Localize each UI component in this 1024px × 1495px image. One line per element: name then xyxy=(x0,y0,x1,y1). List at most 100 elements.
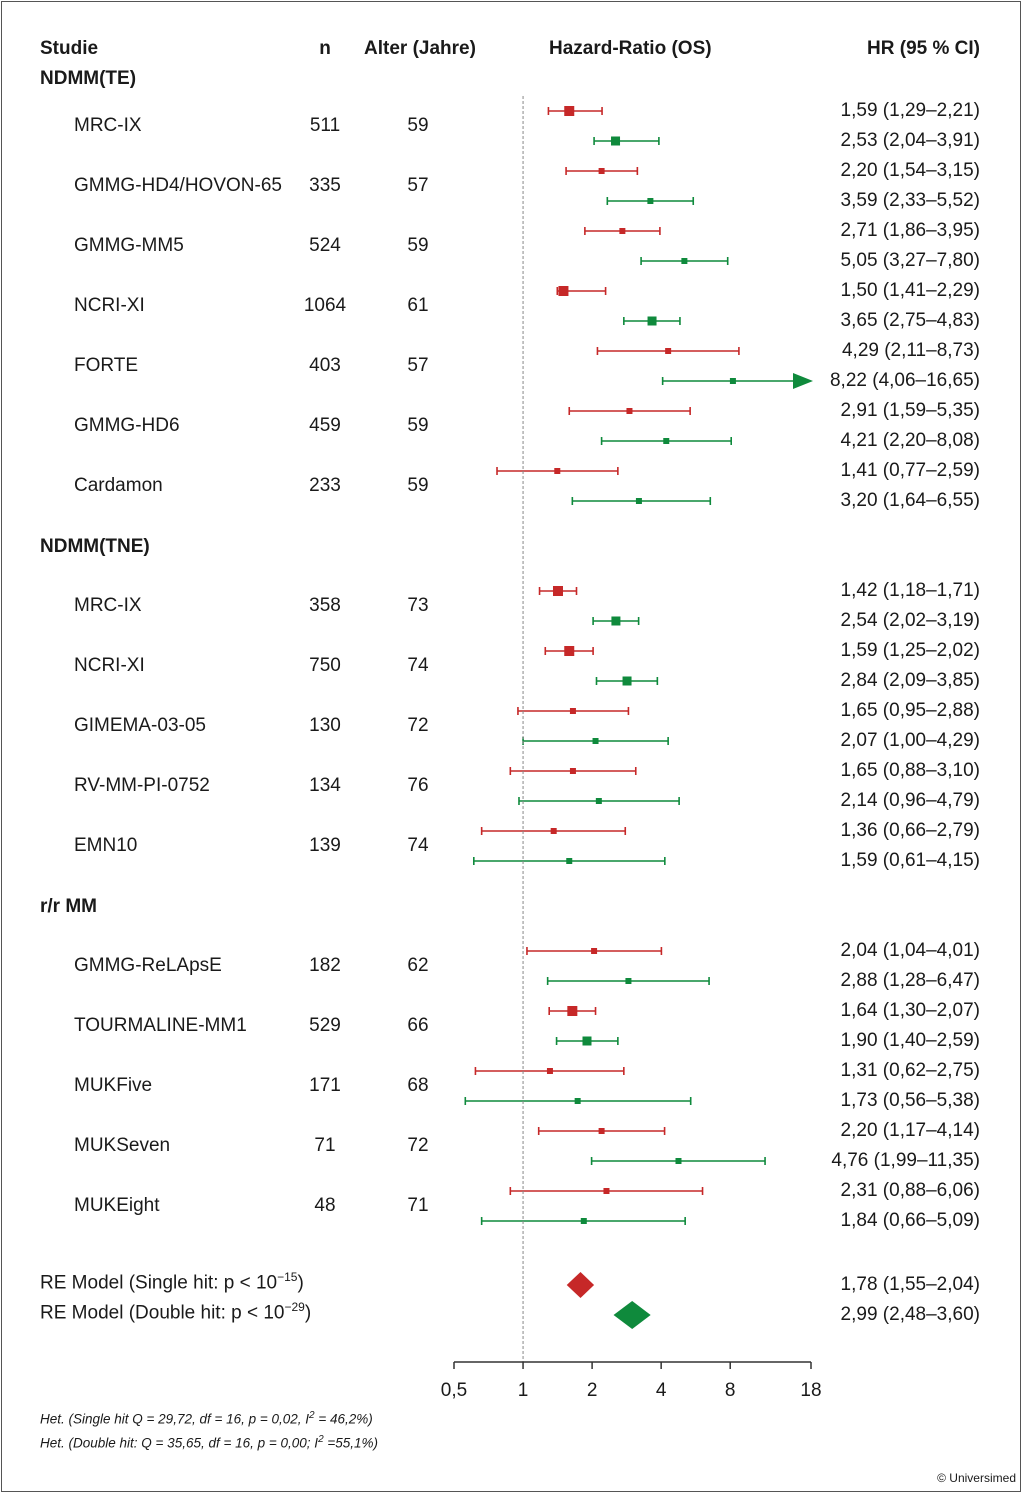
study-0-3-single-hr-text: 1,50 (1,41–2,29) xyxy=(840,280,980,301)
study-0-6-single-hr-text: 1,41 (0,77–2,59) xyxy=(840,460,980,481)
study-1-1-single-point xyxy=(564,646,575,656)
study-1-1-n: 750 xyxy=(309,655,341,676)
study-1-2-name: GIMEMA-03-05 xyxy=(74,715,206,736)
study-0-1-n: 335 xyxy=(309,175,341,196)
study-0-6-name: Cardamon xyxy=(74,475,163,496)
study-1-4-name: EMN10 xyxy=(74,835,138,856)
study-0-1-single-point xyxy=(598,168,605,174)
study-0-0-name: MRC-IX xyxy=(74,115,142,136)
study-2-4-single-hr-text: 2,31 (0,88–6,06) xyxy=(840,1180,980,1201)
study-2-3-single-hr-text: 2,20 (1,17–4,14) xyxy=(840,1120,980,1141)
study-2-1-single-hr-text: 1,64 (1,30–2,07) xyxy=(840,1000,980,1021)
study-1-4-n: 139 xyxy=(309,835,341,856)
study-0-4-single-hr-text: 4,29 (2,11–8,73) xyxy=(841,340,980,361)
section-label-2: r/r MM xyxy=(40,896,97,917)
study-2-4-age: 71 xyxy=(407,1195,429,1216)
study-0-2-double-hr-text: 5,05 (3,27–7,80) xyxy=(840,250,980,271)
study-1-2-single-hr-text: 1,65 (0,95–2,88) xyxy=(840,700,980,721)
copyright: © Universimed xyxy=(937,1471,1016,1485)
study-0-5-n: 459 xyxy=(309,415,341,436)
study-0-4-double-ci-arrow xyxy=(793,373,813,389)
section-label-1: NDMM(TNE) xyxy=(40,536,150,557)
study-2-0-single-hr-text: 2,04 (1,04–4,01) xyxy=(840,940,980,961)
study-0-3-n: 1064 xyxy=(303,295,347,316)
study-0-1-single-hr-text: 2,20 (1,54–3,15) xyxy=(840,160,980,181)
study-0-0-double-hr-text: 2,53 (2,04–3,91) xyxy=(840,130,980,151)
study-1-1-double-hr-text: 2,84 (2,09–3,85) xyxy=(840,670,980,691)
study-2-1-double-hr-text: 1,90 (1,40–2,59) xyxy=(840,1030,980,1051)
study-2-3-single-point xyxy=(598,1128,605,1134)
study-0-0-double-point xyxy=(611,136,621,146)
study-2-3-n: 71 xyxy=(314,1135,336,1156)
study-1-3-single-hr-text: 1,65 (0,88–3,10) xyxy=(840,760,980,781)
re-model-label-0: RE Model (Single hit: p < 10−15) xyxy=(40,1270,304,1294)
study-0-4-double-hr-text: 8,22 (4,06–16,65) xyxy=(829,370,980,391)
x-axis-tick-label: 0,5 xyxy=(441,1380,467,1401)
study-2-2-n: 171 xyxy=(309,1075,341,1096)
x-axis-tick-label: 4 xyxy=(656,1380,667,1401)
study-2-3-name: MUKSeven xyxy=(74,1135,171,1156)
study-0-5-double-point xyxy=(663,438,670,444)
study-1-3-name: RV-MM-PI-0752 xyxy=(74,775,210,796)
x-axis-tick-label: 8 xyxy=(725,1380,736,1401)
heterogeneity-double: Het. (Double hit: Q = 35,65, df = 16, p … xyxy=(40,1434,379,1451)
re-model-hr-0: 1,78 (1,55–2,04) xyxy=(840,1274,980,1295)
study-0-2-age: 59 xyxy=(407,235,429,256)
study-1-1-double-point xyxy=(622,676,632,686)
re-model-diamond-0 xyxy=(566,1272,595,1298)
heterogeneity-single: Het. (Single hit Q = 29,72, df = 16, p =… xyxy=(40,1410,373,1427)
study-0-5-name: GMMG-HD6 xyxy=(74,415,180,436)
study-1-0-single-point xyxy=(552,586,563,596)
study-2-0-double-point xyxy=(625,978,632,984)
study-1-0-n: 358 xyxy=(309,595,341,616)
study-0-4-age: 57 xyxy=(407,355,429,376)
study-0-5-single-hr-text: 2,91 (1,59–5,35) xyxy=(840,400,980,421)
study-1-2-age: 72 xyxy=(407,715,429,736)
study-0-0-single-point xyxy=(564,106,575,116)
study-1-1-name: NCRI-XI xyxy=(74,655,145,676)
study-1-3-n: 134 xyxy=(309,775,341,796)
study-0-2-n: 524 xyxy=(309,235,341,256)
study-2-4-single-point xyxy=(603,1188,610,1194)
study-2-3-double-point xyxy=(675,1158,682,1164)
study-1-2-double-hr-text: 2,07 (1,00–4,29) xyxy=(840,730,980,751)
study-2-2-age: 68 xyxy=(407,1075,429,1096)
study-2-2-single-hr-text: 1,31 (0,62–2,75) xyxy=(840,1060,980,1081)
study-0-4-single-point xyxy=(665,348,672,354)
study-0-4-double-point xyxy=(729,378,736,384)
study-2-2-single-point xyxy=(546,1068,553,1074)
study-1-2-single-point xyxy=(569,708,576,714)
study-0-6-n: 233 xyxy=(309,475,341,496)
study-0-3-double-hr-text: 3,65 (2,75–4,83) xyxy=(840,310,980,331)
study-0-0-age: 59 xyxy=(407,115,429,136)
study-1-4-single-point xyxy=(550,828,557,834)
study-0-4-n: 403 xyxy=(309,355,341,376)
study-2-1-double-point xyxy=(582,1036,592,1046)
re-model-hr-1: 2,99 (2,48–3,60) xyxy=(840,1304,980,1325)
study-0-5-single-point xyxy=(626,408,633,414)
study-0-2-double-point xyxy=(681,258,688,264)
study-2-1-single-point xyxy=(567,1006,578,1016)
study-0-1-age: 57 xyxy=(407,175,429,196)
study-0-0-single-hr-text: 1,59 (1,29–2,21) xyxy=(840,100,980,121)
study-1-3-double-point xyxy=(595,798,602,804)
study-1-4-double-hr-text: 1,59 (0,61–4,15) xyxy=(840,850,980,871)
study-2-3-double-hr-text: 4,76 (1,99–11,35) xyxy=(831,1150,980,1171)
study-1-3-age: 76 xyxy=(407,775,429,796)
study-0-3-age: 61 xyxy=(407,295,429,316)
study-1-4-double-point xyxy=(566,858,573,864)
study-0-3-single-point xyxy=(558,286,569,296)
study-1-0-double-point xyxy=(611,616,621,626)
study-2-2-double-hr-text: 1,73 (0,56–5,38) xyxy=(840,1090,980,1111)
study-1-0-age: 73 xyxy=(407,595,429,616)
study-0-6-single-point xyxy=(554,468,561,474)
study-0-5-double-hr-text: 4,21 (2,20–8,08) xyxy=(840,430,980,451)
study-1-0-double-hr-text: 2,54 (2,02–3,19) xyxy=(840,610,980,631)
study-2-0-name: GMMG-ReLApsE xyxy=(74,955,222,976)
study-1-0-name: MRC-IX xyxy=(74,595,142,616)
study-0-3-double-point xyxy=(647,316,657,326)
study-0-1-name: GMMG-HD4/HOVON-65 xyxy=(74,175,282,196)
study-0-2-single-point xyxy=(619,228,626,234)
study-0-6-double-point xyxy=(635,498,642,504)
